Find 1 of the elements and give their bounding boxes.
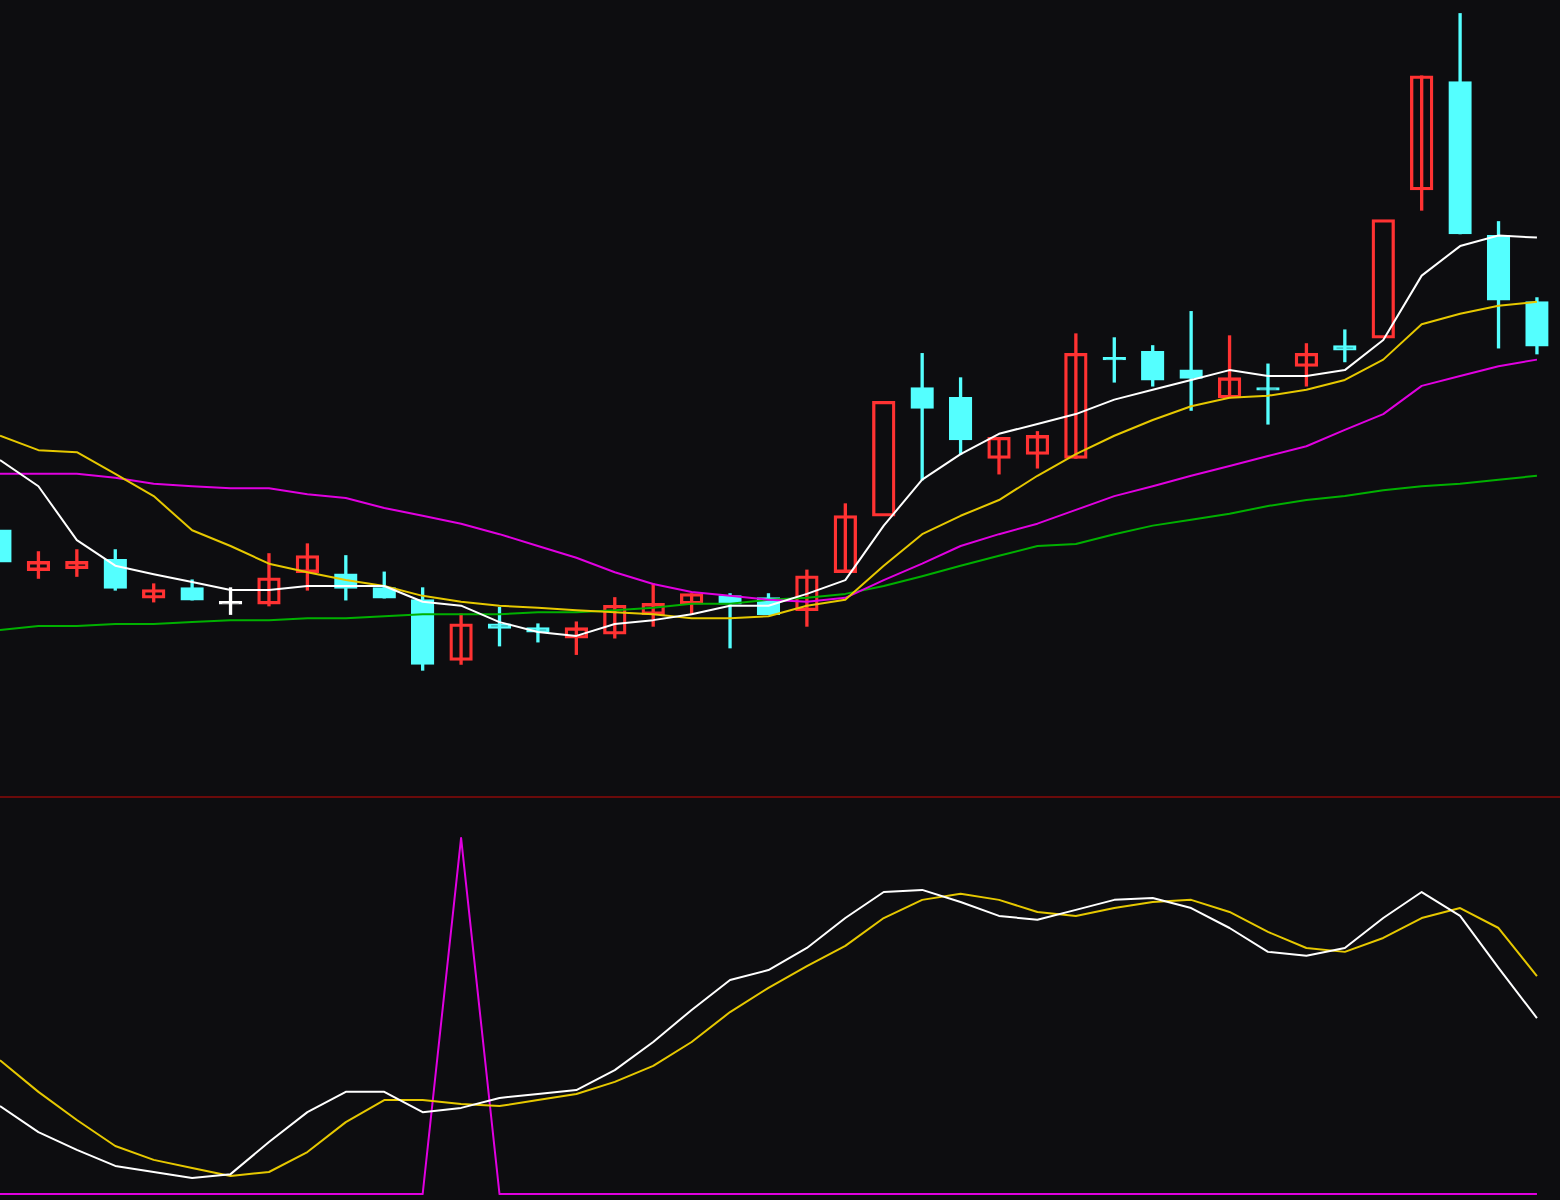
candlestick (1179, 311, 1203, 411)
